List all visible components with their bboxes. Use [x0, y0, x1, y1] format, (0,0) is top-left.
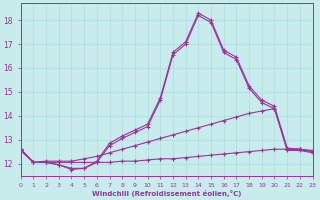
- X-axis label: Windchill (Refroidissement éolien,°C): Windchill (Refroidissement éolien,°C): [92, 190, 241, 197]
